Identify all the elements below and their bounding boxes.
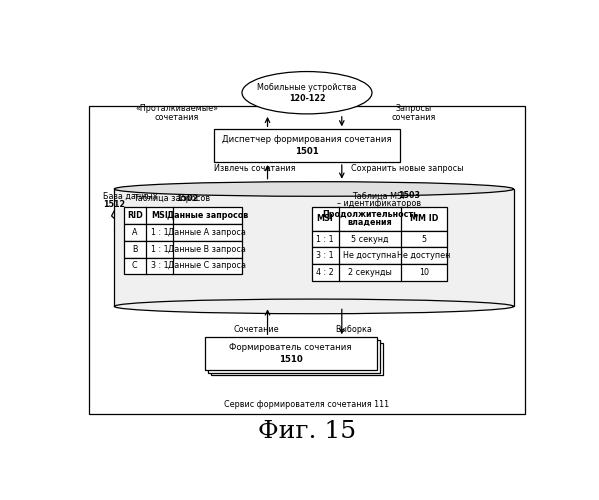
Text: Продолжительность: Продолжительность [322, 210, 418, 220]
Ellipse shape [114, 299, 513, 314]
Text: Извлечь сочетания: Извлечь сочетания [214, 164, 296, 173]
Text: Не доступен: Не доступен [397, 252, 450, 260]
Text: A: A [132, 228, 138, 236]
Text: Данные С запроса: Данные С запроса [168, 262, 246, 270]
Bar [114, 189, 513, 306]
Ellipse shape [114, 182, 513, 196]
Text: Мобильные устройства: Мобильные устройства [257, 83, 357, 92]
Text: Запросы: Запросы [395, 104, 432, 112]
Text: RID: RID [127, 210, 143, 220]
Text: 1510: 1510 [279, 355, 302, 364]
Text: B: B [132, 244, 138, 254]
Text: 10: 10 [419, 268, 429, 278]
Bar [311, 248, 447, 264]
Text: MM ID: MM ID [410, 214, 438, 223]
Bar [89, 106, 525, 414]
Bar [311, 206, 447, 231]
Bar [123, 240, 241, 258]
Bar [208, 340, 380, 372]
Bar [123, 206, 241, 224]
Text: 1 : 1: 1 : 1 [150, 228, 168, 236]
Bar [205, 337, 377, 370]
Text: Сочетание: Сочетание [233, 325, 279, 334]
Text: 5 секунд: 5 секунд [351, 234, 389, 244]
Text: Сохранить новые запросы: Сохранить новые запросы [351, 164, 464, 173]
Text: Фиг. 15: Фиг. 15 [258, 420, 356, 443]
Text: 1503: 1503 [398, 192, 420, 200]
Bar [123, 258, 241, 274]
Text: Диспетчер формирования сочетания: Диспетчер формирования сочетания [222, 135, 392, 144]
Text: 5: 5 [422, 234, 426, 244]
Text: 120-122: 120-122 [289, 94, 325, 103]
Text: 1512: 1512 [103, 200, 125, 209]
Text: владения: владения [347, 218, 392, 227]
Text: 1 : 1: 1 : 1 [150, 244, 168, 254]
Text: Не доступна: Не доступна [343, 252, 397, 260]
Text: База данных: База данных [103, 192, 157, 200]
Bar [211, 342, 383, 376]
Bar [311, 230, 447, 248]
Text: 1502: 1502 [176, 194, 198, 202]
Text: Таблица MSI: Таблица MSI [352, 192, 407, 200]
Text: Выборка: Выборка [335, 325, 372, 334]
Text: Данные запросов: Данные запросов [167, 210, 248, 220]
Text: 3 : 1: 3 : 1 [150, 262, 168, 270]
Text: сочетания: сочетания [392, 114, 436, 122]
Bar [123, 224, 241, 240]
Text: Данные В запроса: Данные В запроса [168, 244, 246, 254]
Text: 2 секунды: 2 секунды [348, 268, 392, 278]
Text: Данные А запроса: Данные А запроса [168, 228, 246, 236]
Text: Таблица запросов: Таблица запросов [133, 194, 213, 202]
Text: 3 : 1: 3 : 1 [316, 252, 334, 260]
Text: Сервис формирователя сочетания 111: Сервис формирователя сочетания 111 [225, 400, 389, 409]
Text: 1 : 1: 1 : 1 [316, 234, 334, 244]
Text: сочетания: сочетания [155, 114, 199, 122]
Ellipse shape [242, 72, 372, 114]
Text: – идентификаторов: – идентификаторов [337, 198, 421, 207]
Text: Формирователь сочетания: Формирователь сочетания [229, 343, 352, 352]
Text: MSI: MSI [317, 214, 334, 223]
Text: MSI: MSI [151, 210, 168, 220]
Text: C: C [132, 262, 138, 270]
Text: 1501: 1501 [295, 148, 319, 156]
Bar [311, 264, 447, 281]
Text: 4 : 2: 4 : 2 [316, 268, 334, 278]
Bar [214, 130, 400, 162]
Text: «Проталкиваемые»: «Проталкиваемые» [135, 104, 219, 112]
